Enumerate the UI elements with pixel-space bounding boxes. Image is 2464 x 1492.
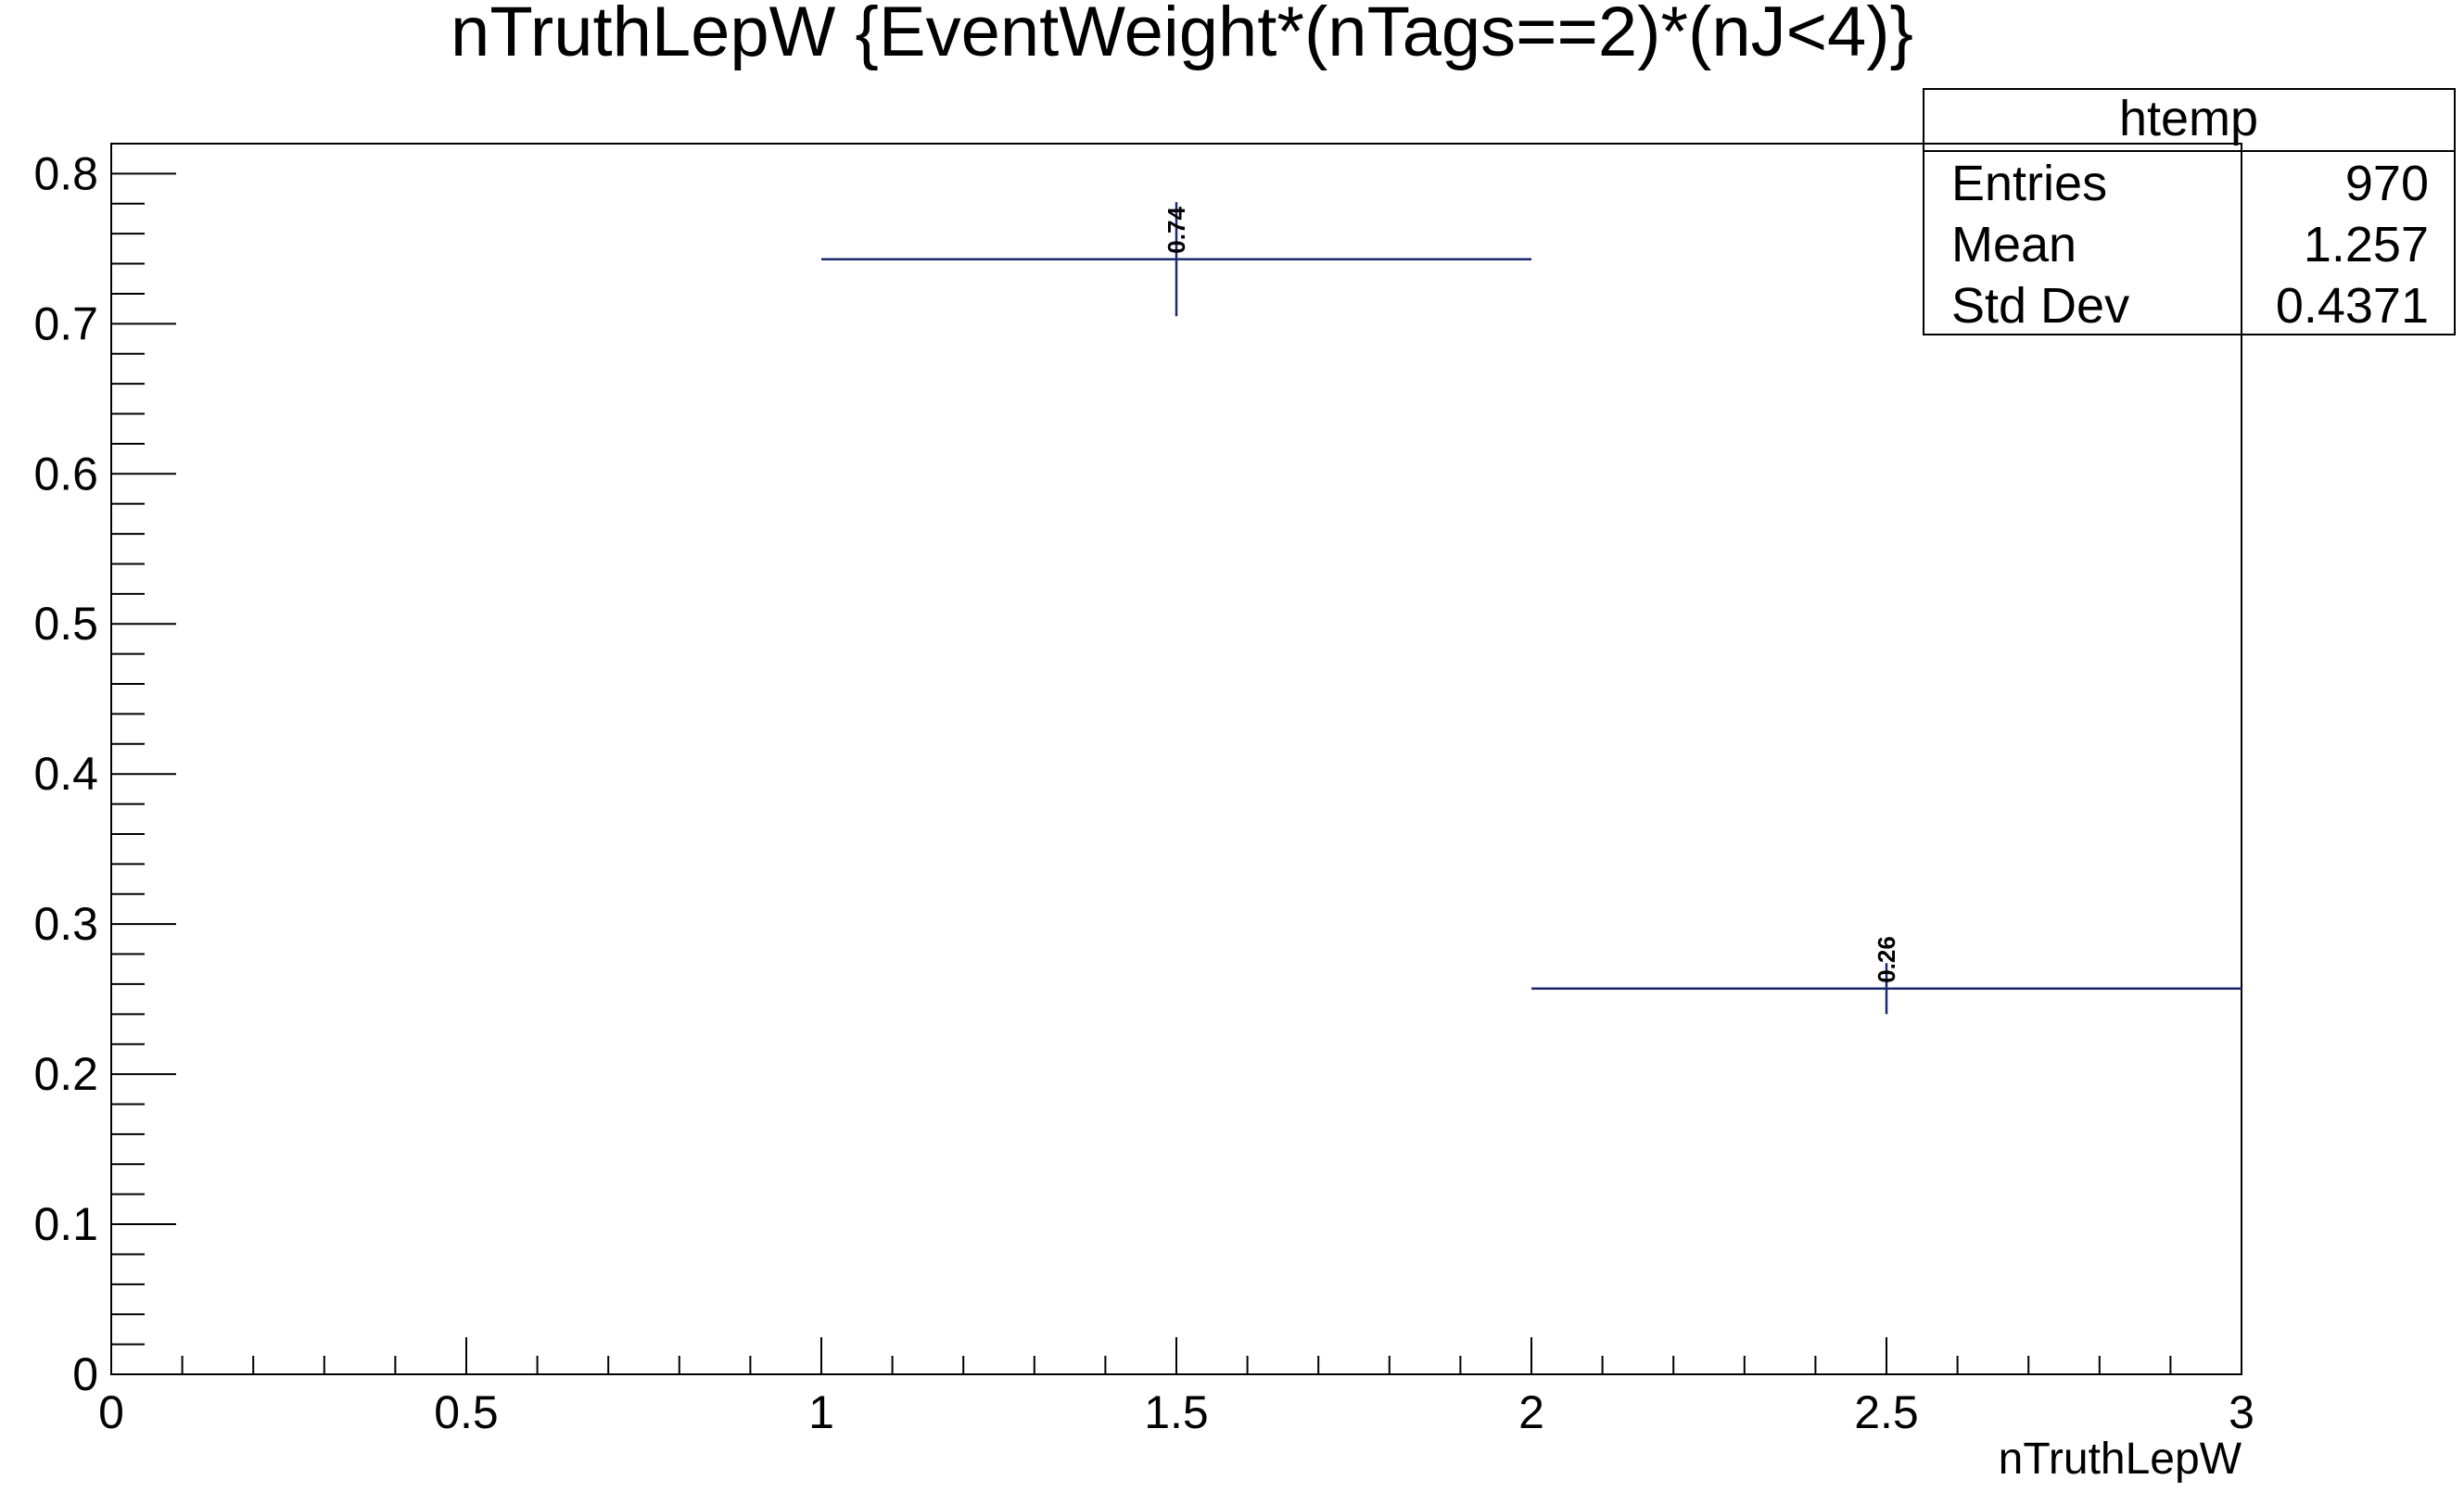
stats-stddev-value: 0.4371 <box>2276 278 2429 334</box>
stats-stddev-label: Std Dev <box>1951 278 2129 334</box>
x-tick-label: 2 <box>1518 1386 1544 1438</box>
stats-box-frame <box>1923 88 2456 335</box>
y-tick-label: 0.2 <box>33 1048 98 1100</box>
x-tick-label: 0.5 <box>434 1386 499 1438</box>
y-tick-label: 0.4 <box>33 748 98 800</box>
stats-entries-label: Entries <box>1951 156 2107 211</box>
y-axis: 0 0.1 0.2 0.3 0.4 0.5 0.6 0.7 0.8 <box>33 143 176 1400</box>
x-axis: 0 0.5 1 1.5 2 2.5 3 <box>98 1337 2254 1438</box>
chart-title: nTruthLepW {EventWeight*(nTags==2)*(nJ<4… <box>451 0 1913 71</box>
x-tick-label: 1 <box>808 1386 834 1438</box>
stats-mean-label: Mean <box>1951 217 2077 272</box>
stats-entries-value: 970 <box>2345 156 2429 211</box>
bin-value-label: 0.74 <box>1162 207 1190 254</box>
stats-box-title: htemp <box>2119 91 2258 146</box>
x-tick-label: 0 <box>98 1386 124 1438</box>
y-tick-label: 0.8 <box>33 147 98 199</box>
x-axis-label: nTruthLepW <box>1999 1435 2242 1484</box>
histogram-bins: 0.74 0.26 <box>821 202 2242 1015</box>
stats-mean-value: 1.257 <box>2304 217 2429 272</box>
stats-box: htemp Entries 970 Mean 1.257 Std Dev 0.4… <box>1923 88 2456 335</box>
y-tick-label: 0 <box>72 1348 98 1400</box>
y-tick-label: 0.5 <box>33 598 98 650</box>
y-tick-label: 0.7 <box>33 297 98 349</box>
x-tick-label: 1.5 <box>1144 1386 1209 1438</box>
y-tick-label: 0.6 <box>33 448 98 499</box>
x-tick-label: 2.5 <box>1854 1386 1919 1438</box>
y-tick-label: 0.1 <box>33 1198 98 1250</box>
y-tick-label: 0.3 <box>33 898 98 950</box>
plot-frame <box>110 143 2242 1375</box>
bin-value-label: 0.26 <box>1873 936 1900 983</box>
x-tick-label: 3 <box>2229 1386 2254 1438</box>
